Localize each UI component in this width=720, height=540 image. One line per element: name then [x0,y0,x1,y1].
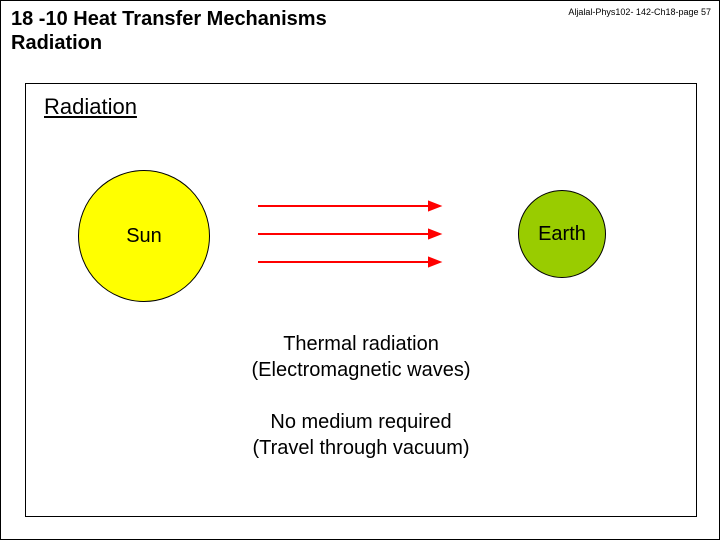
caption-line: No medium required [270,411,451,433]
caption-medium: No medium required (Travel through vacuu… [26,410,696,461]
caption-line: Thermal radiation [283,333,439,355]
caption-line: (Electromagnetic waves) [252,359,471,381]
caption-line: (Travel through vacuum) [252,437,469,459]
page-subtitle: Radiation [11,32,709,55]
earth-shape: Earth [518,190,606,278]
content-panel: Radiation Sun Earth Thermal radiation (E… [25,83,697,517]
page-reference: Aljalal-Phys102- 142-Ch18-page 57 [568,7,711,17]
sun-label: Sun [126,225,162,248]
sun-shape: Sun [78,170,210,302]
earth-label: Earth [538,223,586,246]
section-title: Radiation [44,94,137,120]
caption-radiation: Thermal radiation (Electromagnetic waves… [26,332,696,383]
radiation-arrows [258,196,448,274]
